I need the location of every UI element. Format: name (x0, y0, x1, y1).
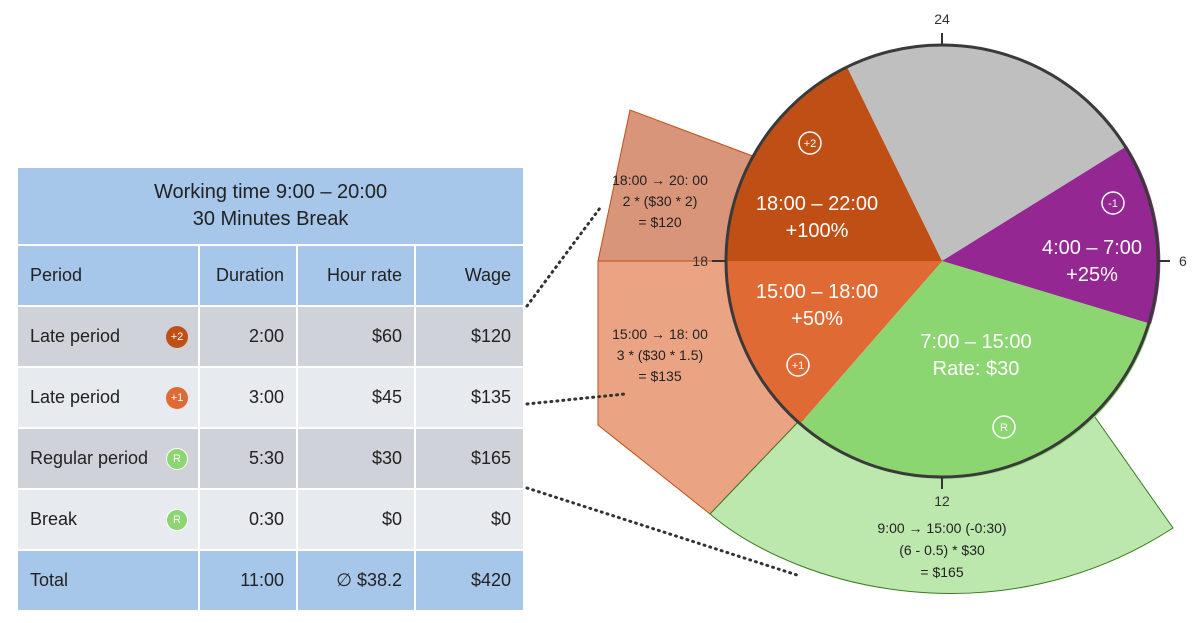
period-label: Break (30, 509, 78, 529)
callout-late1-line1: 15:00 → 18: 00 (612, 326, 708, 342)
period-cell: Late period +2 (16, 305, 200, 368)
table-title: Working time 9:00 – 20:00 30 Minutes Bre… (15, 166, 526, 246)
wage-cell: $0 (413, 488, 526, 551)
wage-cell: $165 (413, 427, 526, 490)
regular-badge-icon: R (166, 447, 188, 470)
wage-cell: $120 (413, 305, 526, 368)
table-row: Late period +1 3:00 $45 $135 (16, 366, 526, 429)
rate-cell: $60 (296, 305, 416, 368)
total-wage: $420 (413, 549, 526, 612)
late2-badge-label: +2 (804, 138, 817, 150)
early-segment-time: 4:00 – 7:00 (1042, 237, 1142, 259)
rate-cell: $30 (296, 427, 416, 490)
leader-late1 (525, 392, 627, 406)
night-segment (847, 44, 1127, 262)
period-cell: Break R (16, 488, 200, 551)
late1-badge-label: +1 (792, 360, 805, 372)
late2-segment-time: 18:00 – 22:00 (756, 193, 878, 215)
period-label: Late period (30, 387, 121, 407)
wage-table: Working time 9:00 – 20:00 30 Minutes Bre… (15, 166, 526, 612)
rate-cell: $0 (296, 488, 416, 551)
callout-late2-line3: = $120 (638, 214, 681, 230)
callout-regular-line1: 9:00 → 15:00 (-0:30) (877, 520, 1006, 536)
late-plus1-badge-icon: +1 (166, 386, 188, 409)
late1-segment-time: 15:00 – 18:00 (756, 281, 878, 303)
header-wage: Wage (413, 244, 526, 307)
callout-regular-line3: = $165 (920, 564, 963, 580)
total-label: Total (16, 549, 200, 612)
table-title-line2: 30 Minutes Break (192, 208, 349, 230)
wage-cell: $135 (413, 366, 526, 429)
tick-label-18: 18 (692, 253, 708, 269)
callout-late1-line2: 3 * ($30 * 1.5) (617, 347, 703, 363)
regular-segment (800, 261, 1151, 479)
early-badge-icon (1101, 191, 1125, 215)
duration-cell: 0:30 (198, 488, 298, 551)
late1-badge-icon (786, 353, 810, 377)
callout-regular-sector (709, 409, 1174, 594)
period-cell: Regular period R (16, 427, 200, 490)
period-label: Late period (30, 326, 121, 346)
table-row: Regular period R 5:30 $30 $165 (16, 427, 526, 490)
callout-late1-line3: = $135 (638, 368, 681, 384)
table-header-row: Period Duration Hour rate Wage (16, 244, 526, 307)
duration-cell: 2:00 (198, 305, 298, 368)
tick-label-12: 12 (934, 493, 950, 509)
total-duration: 11:00 (198, 549, 298, 612)
callout-late2-line2: 2 * ($30 * 2) (623, 193, 698, 209)
early-badge-label: -1 (1108, 198, 1118, 210)
period-cell: Late period +1 (16, 366, 200, 429)
callout-late2-line1: 18:00 → 20: 00 (612, 172, 708, 188)
callout-regular-line2: (6 - 0.5) * $30 (899, 542, 985, 558)
regular-segment-time: 7:00 – 15:00 (920, 331, 1031, 353)
duration-cell: 5:30 (198, 427, 298, 490)
late-plus2-badge-icon: +2 (166, 325, 188, 348)
tick-label-24: 24 (934, 11, 950, 27)
table-total-row: Total 11:00 ∅ $38.2 $420 (16, 549, 526, 612)
table-title-line1: Working time 9:00 – 20:00 (153, 181, 388, 203)
regular-badge-label: R (1000, 422, 1008, 434)
regular-badge-icon (992, 415, 1016, 439)
rate-cell: $45 (296, 366, 416, 429)
table-row: Break R 0:30 $0 $0 (16, 488, 526, 551)
early-segment (942, 146, 1161, 324)
leader-late2 (525, 206, 602, 308)
header-duration: Duration (198, 244, 298, 307)
tick-label-6: 6 (1179, 253, 1187, 269)
regular-segment-rate: Rate: $30 (933, 358, 1020, 380)
late2-segment (725, 67, 942, 261)
regular-badge-icon: R (166, 508, 188, 531)
duration-cell: 3:00 (198, 366, 298, 429)
late1-segment-rate: +50% (791, 308, 843, 330)
leader-regular (525, 486, 802, 578)
header-period: Period (16, 244, 200, 307)
late1-segment (725, 261, 942, 424)
late2-badge-icon (798, 131, 822, 155)
total-rate: ∅ $38.2 (296, 549, 416, 612)
late2-segment-rate: +100% (786, 220, 849, 242)
period-label: Regular period (30, 448, 149, 468)
table-row: Late period +2 2:00 $60 $120 (16, 305, 526, 368)
header-hour-rate: Hour rate (296, 244, 416, 307)
early-segment-rate: +25% (1066, 264, 1118, 286)
